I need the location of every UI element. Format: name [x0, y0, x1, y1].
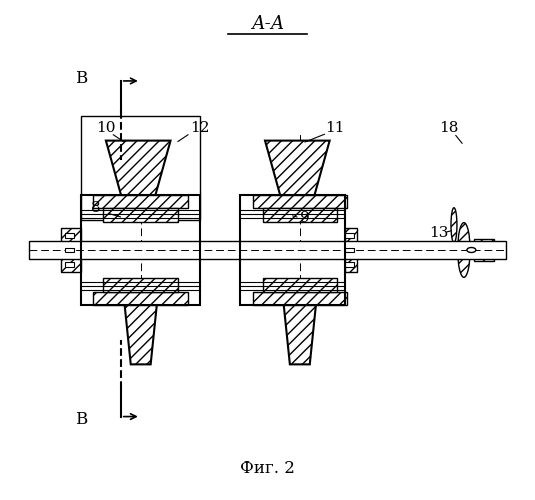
- FancyBboxPatch shape: [94, 292, 188, 304]
- Text: В: В: [75, 410, 87, 428]
- FancyBboxPatch shape: [61, 228, 81, 272]
- FancyBboxPatch shape: [94, 196, 188, 207]
- Bar: [65, 232, 74, 237]
- Text: 8: 8: [91, 200, 101, 214]
- FancyBboxPatch shape: [474, 239, 494, 261]
- FancyBboxPatch shape: [81, 116, 201, 220]
- Polygon shape: [106, 140, 171, 207]
- Text: 9: 9: [300, 210, 310, 224]
- Text: А-А: А-А: [251, 15, 284, 33]
- FancyBboxPatch shape: [103, 278, 178, 292]
- FancyBboxPatch shape: [263, 208, 337, 222]
- Text: В: В: [75, 70, 87, 87]
- Polygon shape: [123, 292, 158, 364]
- Bar: [345, 262, 354, 268]
- Bar: [65, 248, 74, 252]
- Polygon shape: [265, 140, 330, 207]
- Text: 11: 11: [325, 121, 345, 135]
- Bar: [29, 241, 506, 259]
- Polygon shape: [282, 292, 317, 364]
- Ellipse shape: [451, 208, 457, 242]
- Bar: [65, 262, 74, 268]
- Text: 13: 13: [430, 226, 449, 239]
- FancyBboxPatch shape: [253, 196, 347, 207]
- Text: 10: 10: [96, 121, 116, 135]
- Ellipse shape: [457, 222, 470, 278]
- FancyBboxPatch shape: [263, 278, 337, 292]
- Text: Фиг. 2: Фиг. 2: [240, 460, 295, 477]
- Text: 12: 12: [190, 121, 210, 135]
- FancyBboxPatch shape: [345, 228, 357, 272]
- Bar: [345, 248, 354, 252]
- Text: 18: 18: [439, 121, 458, 135]
- Bar: [345, 232, 354, 237]
- Ellipse shape: [467, 248, 476, 252]
- FancyBboxPatch shape: [253, 292, 347, 304]
- FancyBboxPatch shape: [103, 208, 178, 222]
